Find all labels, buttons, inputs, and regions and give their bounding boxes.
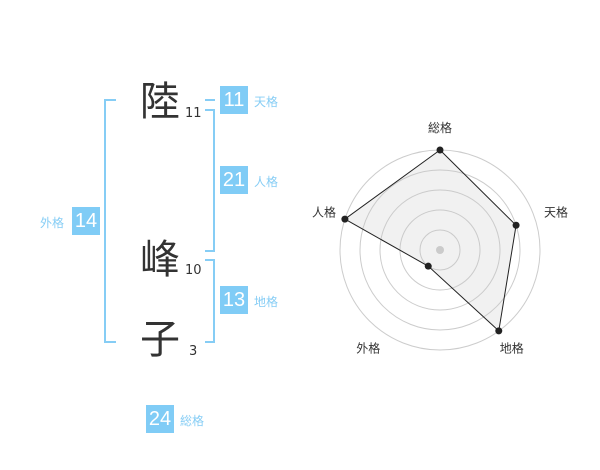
radar-point bbox=[495, 327, 503, 335]
radar-axis-label: 外格 bbox=[356, 341, 380, 356]
chikaku-label: 地格 bbox=[254, 295, 279, 309]
tenkaku-value: 11 bbox=[220, 86, 248, 114]
radar-axis-label: 総格 bbox=[428, 120, 452, 135]
tenkaku-label: 天格 bbox=[254, 95, 279, 109]
radar-axis-label: 人格 bbox=[312, 204, 336, 219]
name-char-3: 子 bbox=[140, 317, 180, 363]
soukaku-label: 総格 bbox=[180, 414, 205, 428]
jinkaku-value: 21 bbox=[220, 166, 248, 194]
name-char-1: 陸 bbox=[140, 79, 180, 125]
radar-area bbox=[343, 149, 517, 332]
radar-point bbox=[436, 146, 444, 154]
radar-ring bbox=[359, 169, 521, 331]
gaikaku-value: 14 bbox=[72, 207, 100, 235]
chikaku-value: 13 bbox=[220, 286, 248, 314]
radar-ring bbox=[379, 189, 501, 311]
stroke-count-3: 3 bbox=[189, 344, 198, 359]
soukaku-value: 24 bbox=[146, 405, 174, 433]
radar-ring bbox=[419, 229, 461, 271]
radar-point bbox=[424, 262, 432, 270]
radar-point bbox=[341, 215, 349, 223]
radar-axis-label: 地格 bbox=[500, 341, 524, 356]
stroke-count-2: 10 bbox=[185, 263, 202, 278]
chikaku-bracket bbox=[205, 259, 215, 343]
gaikaku-bracket bbox=[104, 99, 116, 343]
jinkaku-bracket bbox=[205, 109, 215, 252]
stroke-count-1: 11 bbox=[185, 106, 202, 121]
radar-axis-label: 天格 bbox=[544, 204, 568, 219]
tenkaku-bracket bbox=[205, 99, 215, 101]
name-char-2: 峰 bbox=[140, 237, 180, 283]
gaikaku-label: 外格 bbox=[40, 216, 65, 230]
radar-point bbox=[512, 221, 520, 229]
jinkaku-label: 人格 bbox=[254, 175, 279, 189]
radar-center bbox=[436, 246, 444, 254]
